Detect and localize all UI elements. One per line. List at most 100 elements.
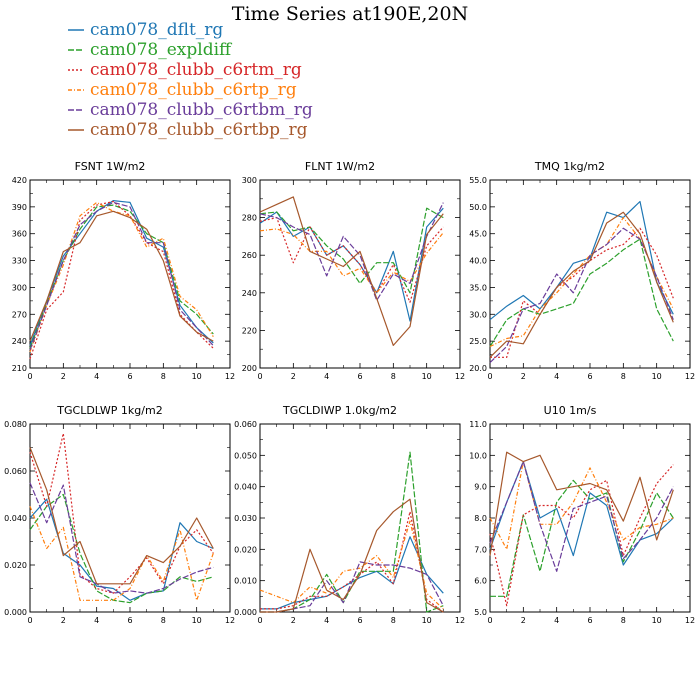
y-tick-label: 35.0 bbox=[469, 283, 487, 292]
legend-entry: cam078_expldiff bbox=[90, 40, 233, 60]
y-tick-label: 8.0 bbox=[474, 514, 487, 523]
chart-panel: TMQ 1kg/m2 0 2 4 6 8 10 12 20.0 25.0 30.0 35.0 40.0 4… bbox=[469, 160, 695, 381]
x-tick-label: 8 bbox=[391, 372, 396, 381]
x-tick-label: 12 bbox=[685, 372, 695, 381]
y-tick-label: 260 bbox=[242, 251, 257, 260]
series-line-3 bbox=[490, 227, 674, 358]
y-tick-label: 0.000 bbox=[4, 608, 27, 617]
series-line-5 bbox=[29, 482, 214, 594]
x-tick-label: 4 bbox=[324, 616, 329, 625]
x-tick-label: 2 bbox=[291, 372, 296, 381]
y-tick-label: 0.020 bbox=[4, 561, 27, 570]
y-tick-label: 220 bbox=[242, 326, 257, 335]
series-line-2 bbox=[29, 204, 214, 349]
chart-panel: TGCLDIWP 1.0kg/m2 0 2 4 6 8 10 12 0.000 0.010 0.02… bbox=[234, 404, 465, 625]
plot-frame bbox=[489, 423, 691, 613]
panel-title: U10 1m/s bbox=[544, 404, 597, 417]
x-tick-label: 4 bbox=[554, 372, 559, 381]
y-tick-label: 270 bbox=[12, 310, 27, 319]
y-tick-label: 11.0 bbox=[469, 420, 487, 429]
y-tick-label: 10.0 bbox=[469, 451, 487, 460]
y-tick-label: 0.030 bbox=[234, 514, 257, 523]
x-tick-label: 0 bbox=[487, 372, 492, 381]
series-line-6 bbox=[29, 447, 214, 585]
y-tick-label: 300 bbox=[12, 283, 27, 292]
y-tick-label: 240 bbox=[12, 337, 27, 346]
series-line-4 bbox=[29, 506, 214, 601]
x-tick-label: 10 bbox=[652, 372, 662, 381]
y-tick-label: 0.040 bbox=[234, 483, 257, 492]
series-line-5 bbox=[259, 202, 444, 301]
y-tick-label: 5.0 bbox=[474, 608, 487, 617]
series-line-6 bbox=[489, 451, 674, 556]
y-tick-label: 0.060 bbox=[4, 467, 27, 476]
x-tick-label: 8 bbox=[621, 372, 626, 381]
x-tick-label: 12 bbox=[455, 372, 465, 381]
panel-title: TGCLDLWP 1kg/m2 bbox=[56, 404, 162, 417]
x-tick-label: 4 bbox=[94, 616, 99, 625]
x-tick-label: 0 bbox=[487, 616, 492, 625]
x-tick-label: 10 bbox=[192, 616, 202, 625]
y-tick-label: 210 bbox=[12, 364, 27, 373]
x-tick-label: 10 bbox=[192, 372, 202, 381]
series-line-4 bbox=[29, 201, 214, 353]
panel-title: FLNT 1W/m2 bbox=[305, 160, 375, 173]
series-line-5 bbox=[489, 227, 674, 364]
y-tick-label: 0.050 bbox=[234, 451, 257, 460]
x-tick-label: 6 bbox=[357, 616, 362, 625]
series-line-6 bbox=[29, 210, 214, 342]
y-tick-label: 7.0 bbox=[474, 545, 487, 554]
y-tick-label: 0.060 bbox=[234, 420, 257, 429]
series-line-2 bbox=[489, 238, 674, 347]
x-tick-label: 4 bbox=[94, 372, 99, 381]
x-tick-label: 2 bbox=[291, 616, 296, 625]
y-tick-label: 360 bbox=[12, 230, 27, 239]
y-tick-label: 280 bbox=[242, 214, 257, 223]
series-line-6 bbox=[259, 196, 444, 346]
series-line-3 bbox=[29, 200, 214, 360]
y-tick-label: 200 bbox=[242, 364, 257, 373]
series-line-3 bbox=[29, 432, 214, 594]
series-line-4 bbox=[259, 520, 444, 610]
y-tick-label: 0.010 bbox=[234, 577, 257, 586]
x-tick-label: 6 bbox=[587, 372, 592, 381]
y-tick-label: 0.020 bbox=[234, 545, 257, 554]
series-line-2 bbox=[259, 207, 444, 294]
chart-panel: FLNT 1W/m2 0 2 4 6 8 10 12 200 220 240 260 280 300 bbox=[242, 160, 465, 381]
chart-panel: FSNT 1W/m2 0 2 4 6 8 10 12 210 240 270 300 330 360 390… bbox=[12, 160, 235, 381]
panel-title: TMQ 1kg/m2 bbox=[534, 160, 605, 173]
plot-frame bbox=[259, 423, 461, 613]
legend-entry: cam078_clubb_c6rtbp_rg bbox=[90, 120, 308, 140]
series-line-5 bbox=[489, 461, 674, 572]
panel-title: FSNT 1W/m2 bbox=[75, 160, 146, 173]
x-tick-label: 2 bbox=[521, 616, 526, 625]
x-tick-label: 6 bbox=[127, 372, 132, 381]
series-line-6 bbox=[489, 211, 674, 358]
y-tick-label: 40.0 bbox=[469, 257, 487, 266]
series-line-1 bbox=[489, 461, 674, 566]
x-tick-label: 8 bbox=[621, 616, 626, 625]
series-line-3 bbox=[259, 217, 444, 303]
y-tick-label: 330 bbox=[12, 257, 27, 266]
x-tick-label: 6 bbox=[357, 372, 362, 381]
y-tick-label: 25.0 bbox=[469, 337, 487, 346]
series-line-4 bbox=[489, 217, 674, 348]
series-line-3 bbox=[260, 511, 444, 613]
series-line-5 bbox=[260, 561, 444, 613]
x-tick-label: 0 bbox=[27, 616, 32, 625]
y-tick-label: 30.0 bbox=[469, 310, 487, 319]
y-tick-label: 240 bbox=[242, 289, 257, 298]
series-line-1 bbox=[29, 200, 214, 346]
series-line-5 bbox=[29, 201, 214, 351]
legend-entry: cam078_dflt_rg bbox=[90, 20, 223, 40]
series-line-2 bbox=[29, 493, 214, 604]
y-tick-label: 300 bbox=[242, 176, 257, 185]
x-tick-label: 8 bbox=[391, 616, 396, 625]
x-tick-label: 10 bbox=[422, 616, 432, 625]
x-tick-label: 2 bbox=[521, 372, 526, 381]
x-tick-label: 4 bbox=[324, 372, 329, 381]
x-tick-label: 12 bbox=[455, 616, 465, 625]
y-tick-label: 0.040 bbox=[4, 514, 27, 523]
x-tick-label: 8 bbox=[161, 372, 166, 381]
